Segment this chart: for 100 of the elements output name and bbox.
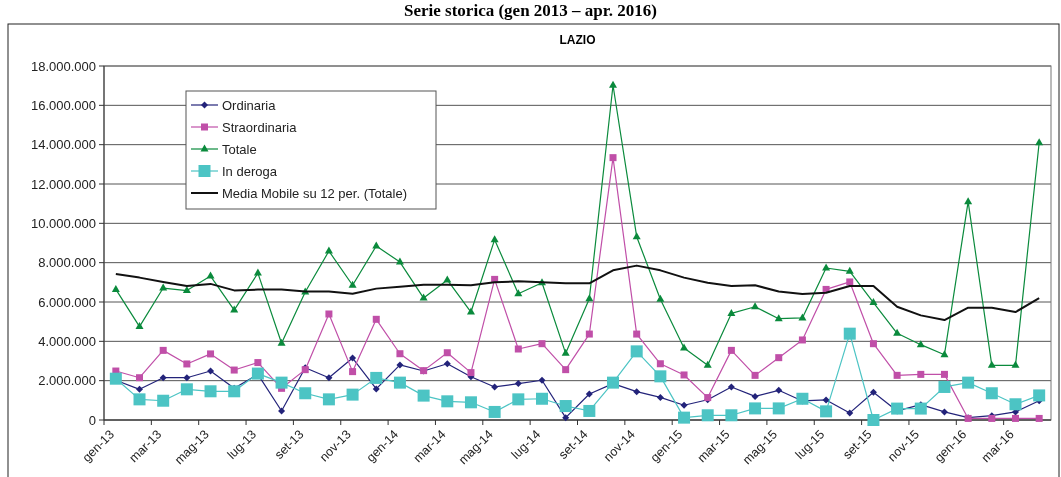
point [133,393,146,406]
point [845,266,854,274]
point [585,294,594,302]
point [938,380,951,393]
point [157,394,170,407]
point [441,395,454,408]
point [464,396,477,409]
y-tick-label: 12.000.000 [30,176,96,192]
point [749,402,762,415]
point [680,401,688,409]
point [538,376,546,384]
point [1035,414,1043,422]
point [325,310,333,318]
legend-label: Totale [222,141,257,157]
point [632,232,641,240]
y-tick-label: 4.000.000 [38,333,96,349]
point [914,402,927,415]
point [514,380,522,388]
point [916,340,925,348]
point [798,336,806,344]
point [678,411,691,424]
point [253,268,262,276]
point [346,388,359,401]
point [703,360,712,368]
point [180,383,193,396]
point [372,385,380,393]
point [490,235,499,243]
point [869,340,877,348]
point [159,346,167,354]
point [727,383,735,391]
point [254,359,262,367]
point [396,350,404,358]
point [891,402,904,415]
point [585,330,593,338]
point [275,376,288,389]
point [656,360,664,368]
point [633,330,641,338]
point [325,374,333,382]
point [656,393,664,401]
point [940,350,949,358]
point [1011,360,1020,368]
point [372,315,380,323]
point [846,409,854,417]
point [727,308,736,316]
point [680,343,689,351]
point [299,387,312,400]
point [535,392,548,405]
point [964,197,973,205]
point [583,404,596,417]
point [349,354,357,362]
point [869,388,877,396]
y-tick-label: 0 [88,412,96,428]
legend-label: Media Mobile su 12 per. (Totale) [222,185,407,201]
chart-subtitle: LAZIO [559,33,596,47]
point [136,374,144,382]
point [917,370,925,378]
point [701,409,714,422]
point [277,338,286,346]
point [395,257,404,265]
point [348,280,357,288]
point [796,392,809,405]
point [940,408,948,416]
point [135,322,144,330]
point [656,294,665,302]
point [393,376,406,389]
point [822,396,830,404]
y-tick-label: 14.000.000 [30,137,96,153]
point [585,390,593,398]
point [136,385,144,393]
point [867,414,880,426]
point [514,345,522,353]
point [561,348,570,356]
point [183,360,191,368]
point [727,346,735,354]
point [182,286,191,294]
y-tick-label: 2.000.000 [38,373,96,389]
chart-title: Serie storica (gen 2013 – apr. 2016) [404,1,657,20]
y-tick-label: 10.000.000 [30,215,96,231]
y-tick-label: 6.000.000 [38,294,96,310]
point [630,345,643,358]
point [206,271,215,279]
point [775,386,783,394]
line-series [114,264,1041,322]
point [751,302,760,310]
point [1009,398,1022,411]
point [893,328,902,336]
point [843,327,856,340]
legend-label: In deroga [222,163,278,179]
point [607,376,620,389]
point [322,393,335,406]
point [349,368,357,376]
point [159,283,168,291]
legend-label: Straordinaria [222,119,298,135]
point [183,374,191,382]
point [869,298,878,306]
point [370,371,383,384]
y-tick-label: 16.000.000 [30,97,96,113]
point [562,366,570,374]
point [443,349,451,357]
y-tick-label: 18.000.000 [30,58,96,74]
